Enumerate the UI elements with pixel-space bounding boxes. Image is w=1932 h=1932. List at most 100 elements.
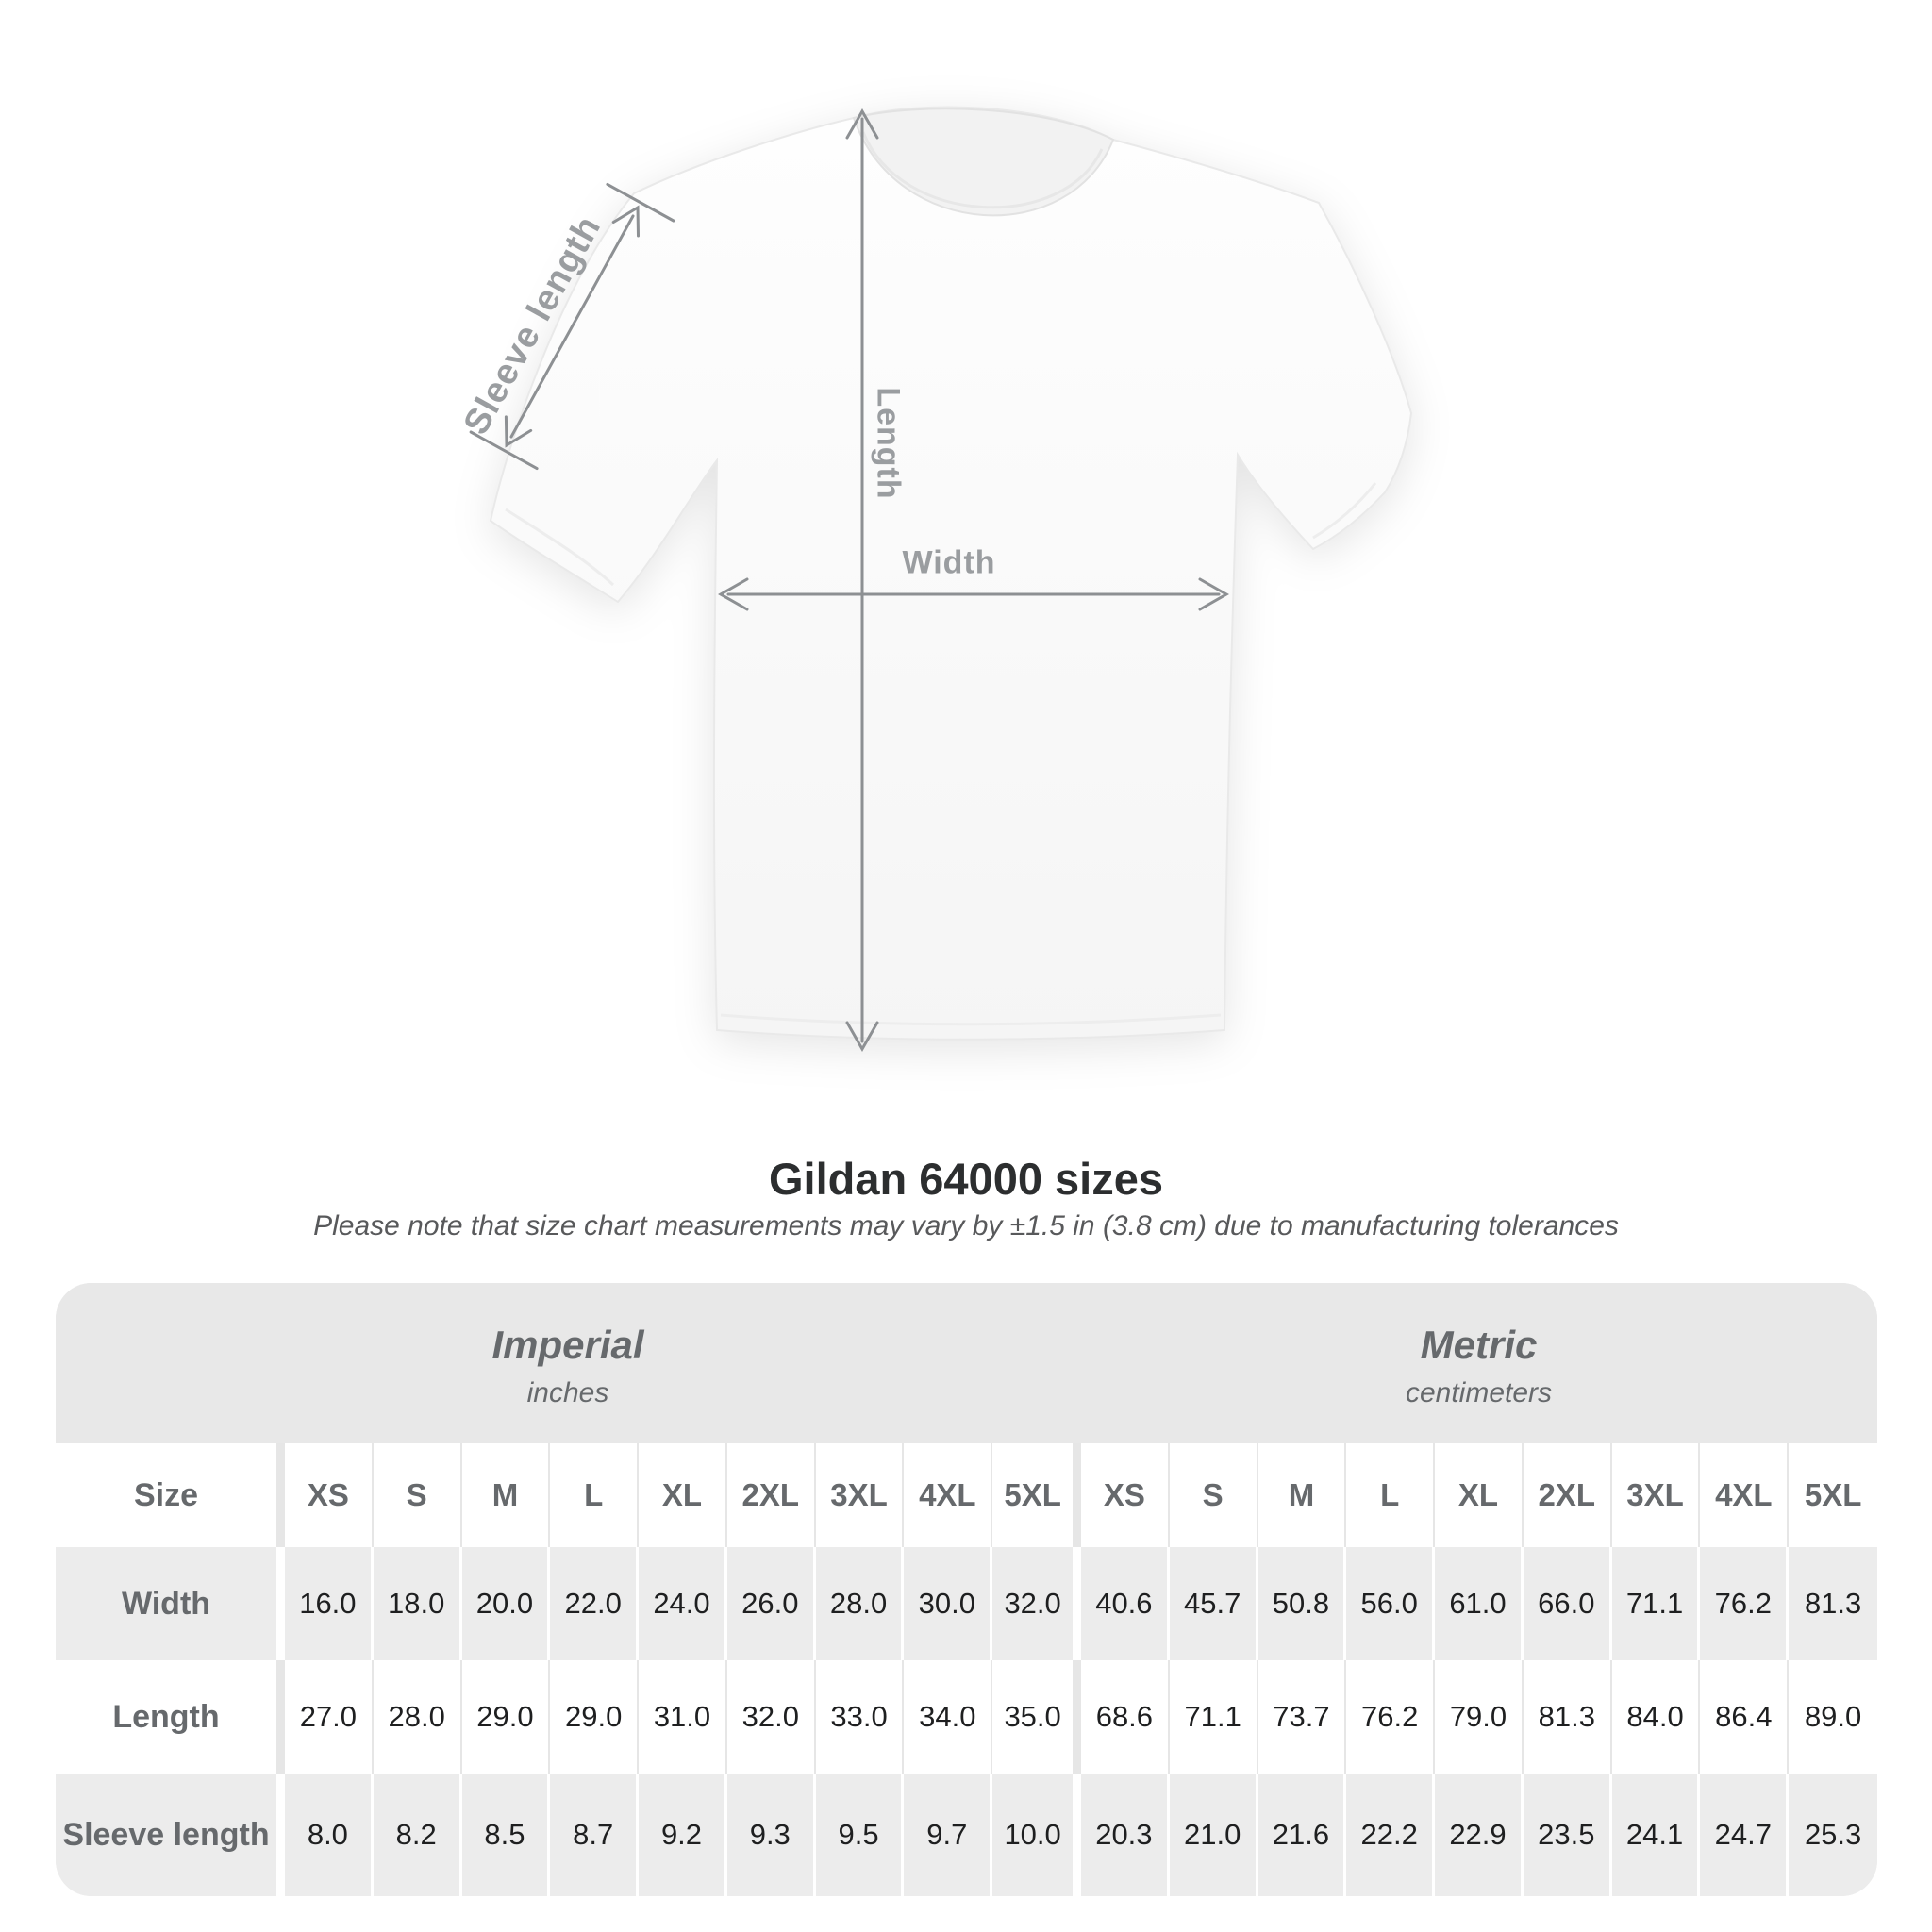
size-header-cell-imperial: XS <box>285 1443 374 1547</box>
value-cell-metric: 89.0 <box>1804 1700 1862 1733</box>
sleeve-length-row: Sleeve length 8.0 8.2 8.5 8.7 9.2 9.3 9.5 9.7 10.… <box>56 1774 1877 1896</box>
metric-header: Metric centimeters <box>1080 1283 1877 1443</box>
value-cell-imperial: 9.5 <box>816 1774 905 1896</box>
value-cell-metric: 84.0 <box>1612 1660 1701 1774</box>
left-cuff-seam <box>505 508 615 587</box>
metric-header-title: Metric <box>1420 1323 1538 1367</box>
measurement-row-label: Width <box>56 1547 285 1660</box>
size-header-cell-metric: 3XL <box>1612 1443 1701 1547</box>
value-cell-imperial: 22.0 <box>550 1547 640 1660</box>
value-cell-metric: 24.7 <box>1700 1774 1790 1896</box>
metric-header-unit: centimeters <box>1405 1377 1553 1408</box>
value-cell-metric: 86.4 <box>1700 1660 1790 1774</box>
value-cell-metric: 68.6 <box>1081 1660 1170 1774</box>
length-row: Length 27.0 28.0 29.0 29.0 31.0 32.0 33.0 34.0 35… <box>56 1660 1877 1774</box>
value-cell-imperial: 8.5 <box>462 1774 551 1896</box>
imperial-header-unit: inches <box>526 1377 609 1408</box>
size-header-cell-metric: L <box>1346 1443 1436 1547</box>
value-cell-metric: 21.0 <box>1170 1774 1258 1896</box>
value-cell-imperial: 28.0 <box>374 1660 462 1774</box>
value-cell-metric: 24.1 <box>1612 1774 1701 1896</box>
value-cell-imperial: 31.0 <box>639 1660 727 1774</box>
value-cell-imperial: 24.0 <box>639 1547 727 1660</box>
size-header-cell-metric: 5XL <box>1804 1477 1862 1512</box>
size-header-cell-metric: 2XL <box>1524 1443 1612 1547</box>
collar <box>852 108 1115 217</box>
value-cell-metric: 22.9 <box>1435 1774 1524 1896</box>
page-title: Gildan 64000 sizes <box>768 1154 1164 1204</box>
value-cell-metric: 22.2 <box>1346 1774 1436 1896</box>
hem-seam <box>720 1013 1222 1026</box>
unit-header-row: Imperial inches Metric centimeters <box>56 1283 1877 1443</box>
value-cell-imperial: 29.0 <box>462 1660 551 1774</box>
value-cell-imperial: 8.7 <box>550 1774 640 1896</box>
value-cell-imperial: 32.0 <box>992 1547 1081 1660</box>
value-cell-imperial: 34.0 <box>904 1660 993 1774</box>
size-header-cell-metric: 4XL <box>1700 1443 1790 1547</box>
size-header-row: Size XS S M L XL 2XL 3XL 4XL 5XL XS S M L XL 2XL 3XL 4XL 5… <box>56 1443 1877 1547</box>
value-cell-imperial: 8.2 <box>374 1774 462 1896</box>
value-cell-imperial: 28.0 <box>816 1547 905 1660</box>
value-cell-metric: 66.0 <box>1524 1547 1612 1660</box>
size-header-cell-imperial: L <box>550 1443 640 1547</box>
value-cell-imperial: 33.0 <box>816 1660 905 1774</box>
length-arrow <box>845 108 879 1053</box>
size-header-cell-metric: XL <box>1435 1443 1524 1547</box>
value-cell-metric: 81.3 <box>1524 1660 1612 1774</box>
value-cell-metric: 61.0 <box>1435 1547 1524 1660</box>
size-header-cell-imperial: S <box>374 1443 462 1547</box>
width-row: Width 16.0 18.0 20.0 22.0 24.0 26.0 28.0 30.0 32.… <box>56 1547 1877 1660</box>
length-diagram-label: Length <box>870 387 907 500</box>
value-cell-metric: 76.2 <box>1700 1547 1790 1660</box>
size-header-cell-imperial: 5XL <box>992 1443 1081 1547</box>
value-cell-metric: 71.1 <box>1612 1547 1701 1660</box>
value-cell-imperial: 9.3 <box>727 1774 816 1896</box>
value-cell-metric: 73.7 <box>1258 1660 1347 1774</box>
value-cell-metric: 76.2 <box>1346 1660 1436 1774</box>
size-column-header: Size <box>56 1443 285 1547</box>
value-cell-imperial: 26.0 <box>727 1547 816 1660</box>
collar-ribbing <box>861 131 1104 209</box>
size-header-cell-imperial: XL <box>639 1443 727 1547</box>
size-header-cell-metric: M <box>1258 1443 1347 1547</box>
measurement-row-label: Length <box>56 1660 285 1774</box>
value-cell-imperial: 35.0 <box>992 1660 1081 1774</box>
value-cell-imperial: 9.7 <box>904 1774 993 1896</box>
value-cell-metric: 20.3 <box>1081 1774 1170 1896</box>
size-header-cell-imperial: M <box>462 1443 551 1547</box>
size-header-cell-metric: S <box>1170 1443 1258 1547</box>
value-cell-imperial: 32.0 <box>727 1660 816 1774</box>
value-cell-imperial: 10.0 <box>992 1774 1081 1896</box>
value-cell-metric: 79.0 <box>1435 1660 1524 1774</box>
value-cell-metric: 40.6 <box>1081 1547 1170 1660</box>
value-cell-imperial: 16.0 <box>285 1547 374 1660</box>
value-cell-imperial: 8.0 <box>285 1774 374 1896</box>
size-header-cell-imperial: 4XL <box>904 1443 993 1547</box>
size-table: Imperial inches Metric centimeters Size X… <box>56 1283 1877 1896</box>
imperial-header: Imperial inches <box>56 1283 1080 1443</box>
size-header-cell-imperial: 2XL <box>727 1443 816 1547</box>
value-cell-imperial: 30.0 <box>904 1547 993 1660</box>
size-header-cell-metric: XS <box>1081 1443 1170 1547</box>
value-cell-imperial: 29.0 <box>550 1660 640 1774</box>
tshirt-diagram <box>469 106 1413 1053</box>
tolerance-note: Please note that size chart measurements… <box>313 1210 1619 1241</box>
imperial-header-title: Imperial <box>491 1323 644 1367</box>
value-cell-imperial: 20.0 <box>462 1547 551 1660</box>
width-arrow <box>717 577 1230 611</box>
tshirt-graphic <box>489 106 1413 1041</box>
value-cell-metric: 71.1 <box>1170 1660 1258 1774</box>
right-cuff-seam <box>1312 482 1377 540</box>
value-cell-metric: 56.0 <box>1346 1547 1436 1660</box>
value-cell-metric: 45.7 <box>1170 1547 1258 1660</box>
measurement-row-label: Sleeve length <box>56 1774 285 1896</box>
width-diagram-label: Width <box>902 544 996 581</box>
value-cell-metric: 23.5 <box>1524 1774 1612 1896</box>
value-cell-metric: 21.6 <box>1258 1774 1347 1896</box>
value-cell-metric: 50.8 <box>1258 1547 1347 1660</box>
value-cell-imperial: 18.0 <box>374 1547 462 1660</box>
value-cell-metric: 25.3 <box>1804 1818 1862 1851</box>
size-header-cell-imperial: 3XL <box>816 1443 905 1547</box>
value-cell-metric: 81.3 <box>1804 1587 1862 1620</box>
